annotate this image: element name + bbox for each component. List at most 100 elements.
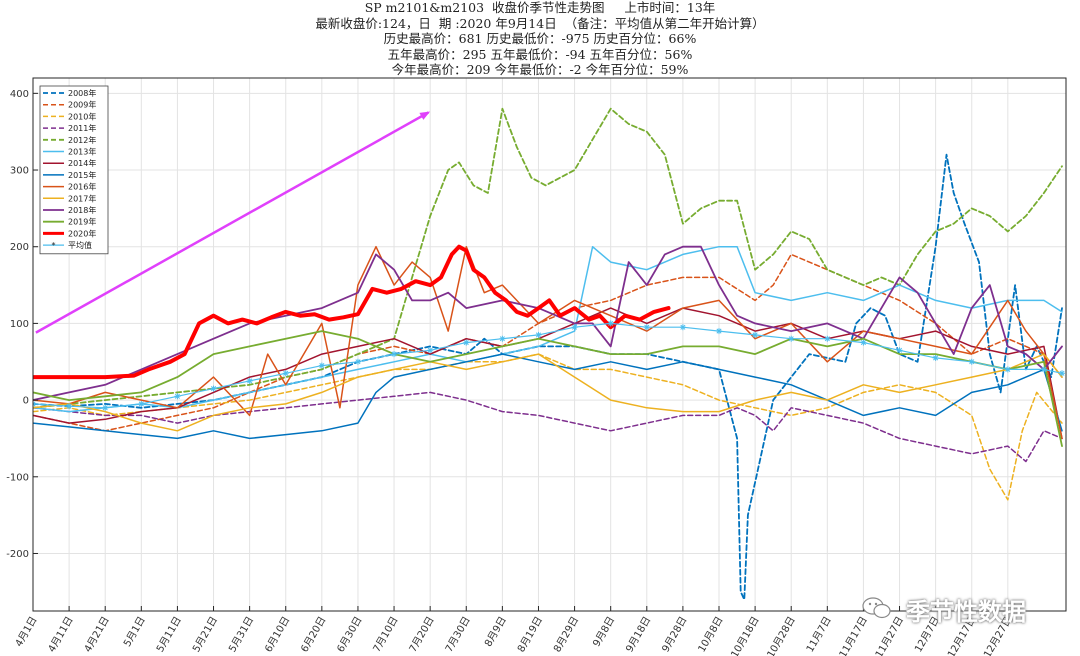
series-point (607, 320, 614, 327)
y-tick-label: 300 (10, 166, 29, 177)
y-tick-label: 200 (10, 242, 29, 253)
series-point (391, 351, 398, 358)
series-line (33, 391, 1063, 463)
legend-label: 2008年 (68, 88, 96, 98)
legend-label: 2018年 (68, 205, 96, 215)
y-tick-label: 0 (23, 396, 29, 407)
x-tick-label: 8月19日 (515, 615, 545, 655)
series-point (896, 347, 903, 354)
plot-area (33, 78, 1066, 611)
header-line-4: 五年最高价：295 五年最低价：-94 五年百分位：56% (387, 46, 693, 62)
y-tick-label: -200 (6, 549, 29, 560)
legend-box (39, 85, 109, 255)
legend-label: 2009年 (68, 100, 96, 110)
series-line (33, 330, 1063, 447)
series-layer (33, 107, 1065, 601)
x-tick-label: 5月1日 (121, 615, 148, 649)
x-tick-label: 6月10日 (262, 615, 292, 655)
series-line (33, 244, 671, 380)
series-line (33, 245, 1063, 401)
x-tick-label: 10月8日 (696, 615, 726, 655)
series-line (33, 353, 1063, 440)
plot-border (32, 77, 1067, 612)
series-point (716, 328, 722, 335)
watermark: 季节性数据 (862, 590, 1062, 630)
series-point (463, 339, 470, 346)
series-point (860, 339, 867, 346)
series-point (427, 347, 434, 354)
wechat-icon (862, 597, 891, 619)
series-point (282, 370, 289, 377)
x-tick-label: 6月30日 (335, 615, 365, 655)
x-tick-label: 5月11日 (154, 615, 184, 655)
x-tick-label: 11月7日 (804, 615, 834, 655)
header-line-1: SP m2101&m2103 收盘价季节性走势图 上市时间：13年 (364, 0, 716, 15)
x-tick-label: 8月29日 (551, 615, 581, 655)
legend-label: 2014年 (68, 158, 96, 168)
legend-label: 2010年 (68, 111, 96, 121)
y-axis: -200 -100 0 100 200 300 400 (6, 89, 38, 560)
legend-label: 2015年 (68, 170, 96, 180)
x-tick-label: 8月9日 (482, 615, 509, 649)
series-line (33, 353, 1063, 501)
series-point (246, 377, 253, 384)
legend-label: 2011年 (68, 123, 96, 133)
x-tick-label: 6月20日 (299, 615, 329, 655)
series-point (643, 324, 650, 331)
legend-label: 2019年 (68, 217, 96, 227)
legend-label: 2012年 (68, 135, 96, 145)
x-tick-label: 4月11日 (46, 615, 76, 655)
series-point (1059, 370, 1065, 377)
series-point (1040, 366, 1047, 373)
legend-label: 2020年 (68, 228, 96, 238)
series-point (66, 403, 73, 410)
series-point (33, 400, 36, 407)
series-point (318, 362, 325, 369)
legend-label: 2016年 (68, 182, 96, 192)
series-point (138, 400, 145, 407)
x-tick-label: 7月30日 (443, 615, 473, 655)
legend-marker: * (52, 241, 56, 250)
x-tick-label: 9月28日 (660, 615, 690, 655)
series-line (33, 245, 1063, 440)
x-tick-label: 10月28日 (765, 615, 798, 656)
series-point (571, 324, 578, 331)
y-tick-label: -100 (6, 472, 29, 483)
series-line (33, 353, 1063, 432)
series-point (824, 335, 831, 342)
x-tick-label: 4月1日 (13, 615, 40, 649)
series-point (210, 385, 217, 392)
series-line (33, 322, 1063, 409)
header-line-3: 历史最高价：681 历史最低价：-975 历史百分位：66% (383, 31, 697, 46)
annotation-layer (35, 111, 431, 334)
series-point (788, 335, 795, 342)
chart-header: SP m2101&m2103 收盘价季节性走势图 上市时间：13年 最新收盘价:… (0, 0, 1080, 78)
series-point (752, 331, 759, 338)
series-point (968, 358, 975, 365)
watermark-text: 季节性数据 (906, 598, 1026, 626)
x-tick-label: 9月8日 (591, 615, 618, 649)
x-tick-label: 4月21日 (82, 615, 112, 655)
series-line (33, 107, 1063, 409)
header-line-2: 最新收盘价:124，日 期 :2020 年9月14日 （备注：平均值从第二年开始… (315, 15, 765, 31)
series-point (932, 354, 939, 361)
y-tick-label: 400 (10, 89, 29, 100)
x-tick-label: 7月10日 (371, 615, 401, 655)
legend-label: 2017年 (68, 193, 96, 203)
legend-label: 平均值 (68, 240, 92, 250)
series-point (174, 393, 181, 400)
series-point (499, 335, 506, 342)
trend-arrow (35, 111, 431, 334)
series-point (354, 358, 361, 365)
y-tick-label: 100 (10, 319, 29, 330)
header-line-5: 今年最高价：209 今年最低价：-2 今年百分位：59% (391, 62, 689, 77)
x-tick-label: 5月31日 (226, 615, 256, 655)
x-tick-label: 10月18日 (729, 615, 762, 656)
x-tick-label: 7月20日 (407, 615, 437, 655)
x-tick-label: 9月18日 (623, 615, 653, 655)
x-tick-label: 5月21日 (190, 615, 220, 655)
series-point (679, 324, 686, 331)
series-point (1004, 366, 1011, 373)
